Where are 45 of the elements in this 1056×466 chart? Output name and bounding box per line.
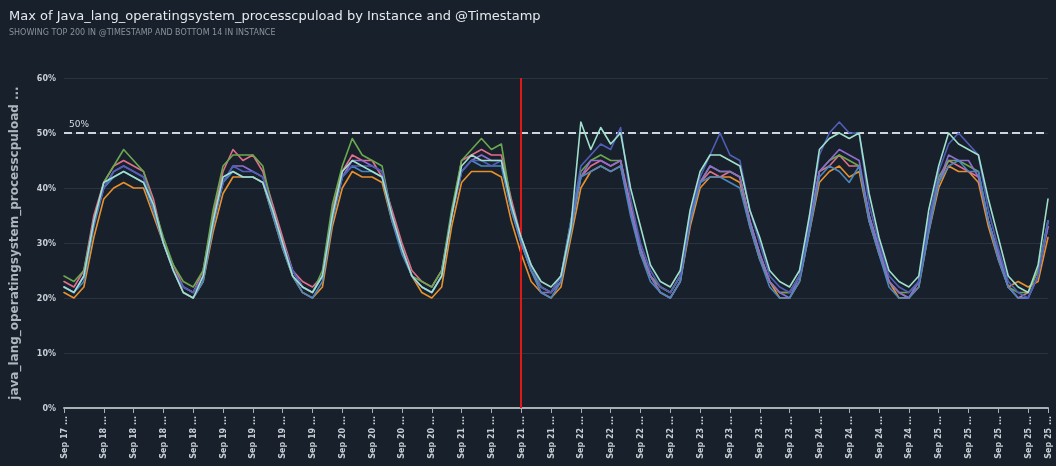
x-tick-label: Sep 20 ... [337,416,347,459]
x-tick-label: Sep 21 ... [516,416,526,459]
y-tick-label: 60% [36,73,56,83]
y-tick-label: 50% [36,128,56,138]
x-tick-label: Sep 23 ... [695,416,705,459]
y-tick-label: 10% [36,348,56,358]
x-tick-label: Sep 22 ... [635,416,645,459]
x-tick-label: Sep 21 ... [486,416,496,459]
x-tick-label: Sep 18 ... [129,416,139,459]
x-tick-label: Sep 25 ... [1043,416,1053,459]
chart-subtitle: SHOWING TOP 200 IN @TIMESTAMP AND BOTTOM 14 IN INSTANCE [9,27,276,37]
x-tick-label: Sep 22 ... [576,416,586,459]
x-tick-label: Sep 24 ... [814,416,824,459]
x-tick-label: Sep 19 ... [248,416,258,459]
x-tick-label: Sep 23 ... [725,416,735,459]
y-tick-label: 20% [36,293,56,303]
y-tick-label: 40% [36,183,56,193]
x-tick-label: Sep 18 ... [188,416,198,459]
y-tick-label: 0% [42,403,56,413]
chart-title: Max of Java_lang_operatingsystem_processcpuload by Instance and @Timestamp [9,8,541,23]
x-tick-label: Sep 23 ... [785,416,795,459]
y-tick-label: 30% [36,238,56,248]
x-tick-label: Sep 24 ... [844,416,854,459]
x-tick-label: Sep 25 ... [1023,416,1033,459]
x-tick-label: Sep 25 ... [934,416,944,459]
x-tick-label: Sep 22 ... [606,416,616,459]
y-axis-title: java_lang_operatingsystem_processcpuload ... [7,86,22,401]
x-tick-label: Sep 21 ... [457,416,467,459]
ref-line-label: 50% [69,118,90,129]
x-tick-label: Sep 23 ... [755,416,765,459]
x-tick-label: Sep 20 ... [367,416,377,459]
x-tick-label: Sep 25 ... [963,416,973,459]
x-tick-label: Sep 25 ... [993,416,1003,459]
x-tick-label: Sep 19 ... [218,416,228,459]
x-tick-label: Sep 19 ... [278,416,288,459]
x-tick-label: Sep 20 ... [397,416,407,459]
x-tick-label: Sep 20 ... [427,416,437,459]
x-tick-label: Sep 18 ... [158,416,168,459]
x-tick-label: Sep 18 ... [99,416,109,459]
x-tick-label: Sep 24 ... [904,416,914,459]
x-tick-label: Sep 24 ... [874,416,884,459]
x-tick-label: Sep 19 ... [307,416,317,459]
x-tick-label: Sep 17 ... [59,416,69,459]
x-tick-label: Sep 22 ... [665,416,675,459]
x-tick-label: Sep 21 ... [546,416,556,459]
